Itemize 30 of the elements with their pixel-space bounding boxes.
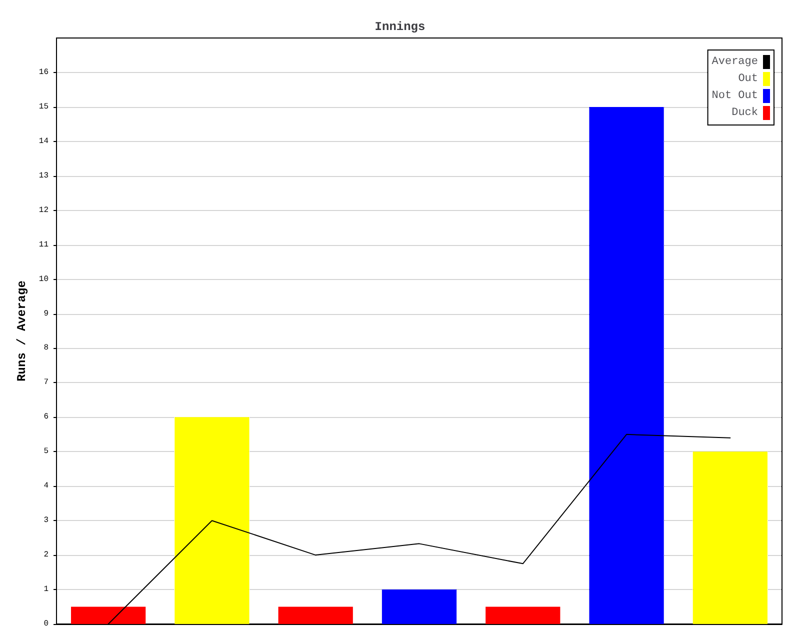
y-tick-label: 7 — [44, 378, 49, 388]
y-tick-label: 14 — [38, 136, 49, 146]
y-tick-label: 11 — [38, 240, 49, 250]
y-tick-label: 15 — [38, 102, 49, 112]
y-tick-label: 6 — [44, 412, 49, 422]
y-tick-label: 5 — [44, 447, 49, 456]
bar — [71, 606, 146, 624]
bar — [278, 606, 353, 624]
legend-label: Not Out — [712, 90, 758, 102]
y-tick-label: 0 — [44, 620, 49, 628]
legend-label: Duck — [732, 107, 758, 119]
y-tick-label: 9 — [44, 309, 49, 318]
y-tick-label: 3 — [44, 516, 49, 526]
y-tick-label: 1 — [44, 585, 49, 594]
bar — [382, 590, 457, 624]
chart-title: Innings — [374, 20, 426, 34]
bar — [589, 106, 664, 624]
bar — [486, 606, 560, 624]
y-axis-title: Runs / Average — [15, 280, 29, 382]
y-tick-label: 13 — [38, 171, 49, 180]
y-tick-label: 10 — [38, 274, 49, 284]
y-tick-label: 2 — [44, 550, 49, 560]
y-tick-label: 4 — [44, 482, 49, 491]
bar — [692, 452, 768, 624]
y-tick-label: 12 — [38, 206, 49, 215]
legend-label: Average — [712, 56, 758, 68]
y-tick-label: 16 — [38, 68, 49, 77]
legend-label: Out — [738, 73, 758, 85]
bar — [174, 417, 250, 624]
y-tick-label: 8 — [44, 344, 49, 353]
